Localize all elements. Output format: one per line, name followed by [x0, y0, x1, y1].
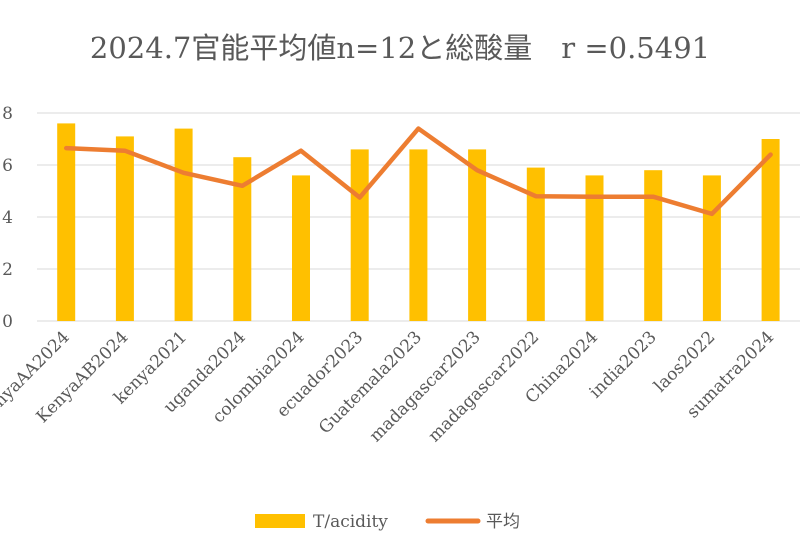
y-tick-label: 0 [2, 312, 13, 332]
y-tick-label: 2 [2, 260, 13, 280]
bar [761, 139, 780, 321]
bar [644, 170, 663, 321]
chart-title: 2024.7官能平均値n=12と総酸量 r =0.5491 [90, 31, 710, 65]
bar [702, 175, 721, 321]
bar [350, 149, 369, 321]
bar [585, 175, 604, 321]
x-tick-label: madagascar2023 [366, 327, 485, 446]
bar [292, 175, 310, 321]
y-tick-label: 8 [2, 104, 13, 124]
bar [233, 157, 252, 321]
legend-swatch-t-acidity [255, 514, 305, 528]
y-tick-label: 6 [2, 156, 13, 176]
bar [174, 128, 193, 321]
legend-label-average: 平均 [486, 512, 520, 532]
bar [526, 167, 545, 321]
average-line [63, 126, 773, 217]
y-axis: 0 2 4 6 8 [2, 104, 13, 332]
bar [468, 149, 487, 321]
bar [115, 136, 134, 321]
x-tick-label: madagascar2022 [424, 327, 543, 446]
line-series [63, 126, 773, 217]
bar [57, 123, 76, 322]
legend-label-t-acidity: T/acidity [313, 512, 388, 532]
y-tick-label: 4 [2, 208, 13, 228]
legend: T/acidity 平均 [255, 512, 520, 532]
x-axis: KenyaAA2024KenyaAB2024kenya2021uganda202… [0, 327, 778, 446]
bar-series [57, 123, 780, 322]
bar [409, 149, 428, 321]
x-tick-label: Guatemala2023 [315, 327, 426, 438]
